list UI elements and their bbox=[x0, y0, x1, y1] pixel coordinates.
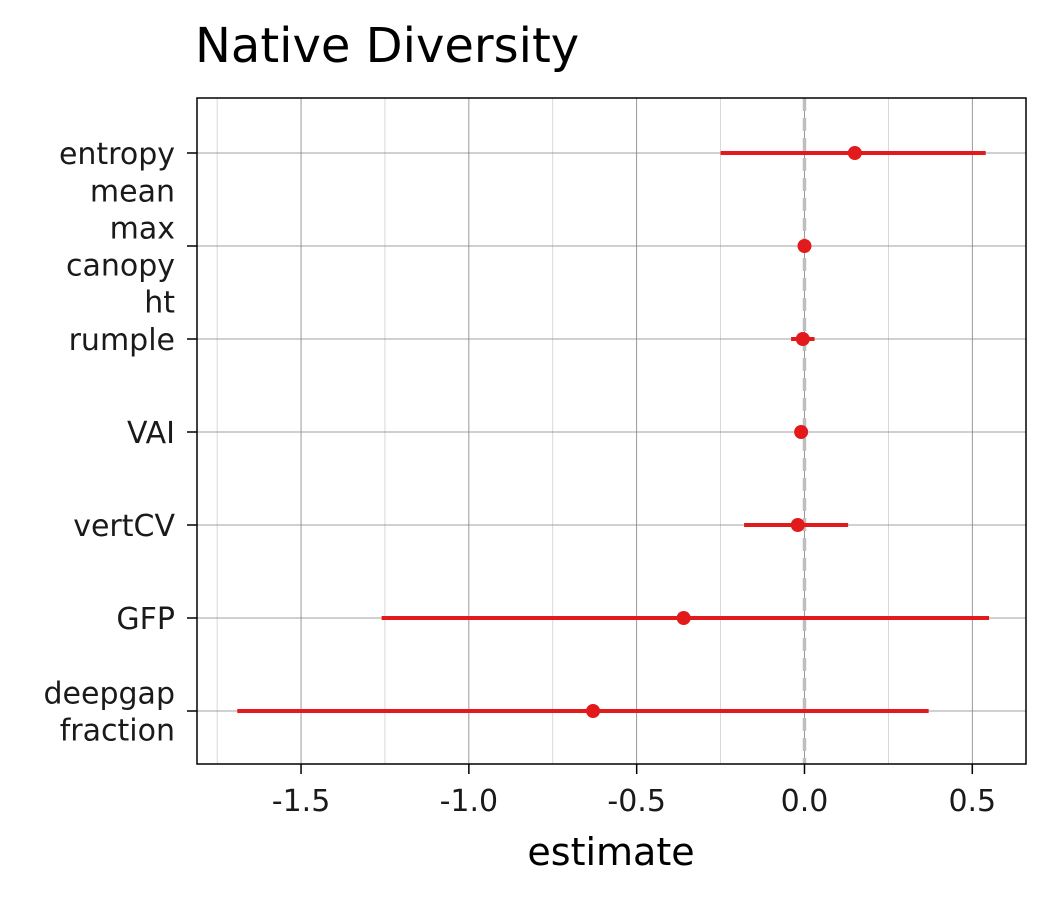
y-tick-label: max bbox=[110, 212, 175, 247]
chart-title: Native Diversity bbox=[195, 18, 579, 74]
y-tick-label: canopy bbox=[66, 249, 175, 284]
x-tick-label: -1.5 bbox=[272, 784, 331, 819]
x-tick-label: 0.0 bbox=[781, 784, 829, 819]
estimate-point bbox=[790, 518, 805, 532]
y-tick-label: vertCV bbox=[73, 509, 175, 544]
y-tick-label: ht bbox=[144, 286, 175, 321]
y-tick-label: entropy bbox=[59, 137, 175, 172]
y-tick-label: fraction bbox=[60, 714, 175, 749]
estimate-point bbox=[797, 239, 812, 253]
y-tick-label: GFP bbox=[116, 602, 175, 637]
y-tick-label: rumple bbox=[69, 323, 175, 358]
estimate-point bbox=[795, 332, 810, 346]
y-tick-label: deepgap bbox=[44, 677, 175, 712]
x-tick-label: 0.5 bbox=[948, 784, 996, 819]
estimate-point bbox=[847, 146, 862, 160]
estimate-point bbox=[586, 704, 601, 718]
estimate-point bbox=[794, 425, 809, 439]
x-tick-label: -1.0 bbox=[440, 784, 499, 819]
y-tick-label: mean bbox=[90, 175, 175, 210]
estimate-point bbox=[676, 611, 691, 625]
plot-panel-border bbox=[196, 97, 1027, 765]
x-tick-label: -0.5 bbox=[607, 784, 666, 819]
grid bbox=[197, 98, 1026, 764]
y-tick-label: VAI bbox=[127, 416, 175, 451]
x-axis: -1.5 -1.0 -0.5 0.0 0.5 bbox=[272, 764, 996, 819]
data-marks bbox=[237, 146, 990, 718]
x-axis-title: estimate bbox=[527, 830, 694, 874]
